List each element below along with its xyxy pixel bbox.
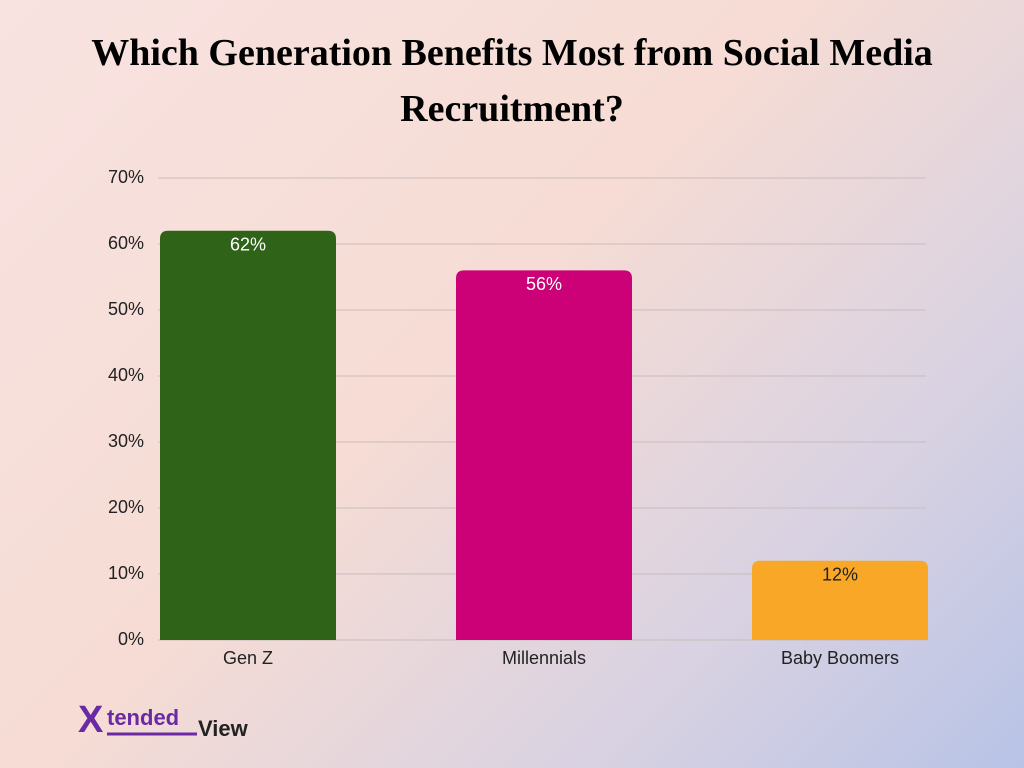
- chart-title: Which Generation Benefits Most from Soci…: [91, 32, 933, 130]
- x-tick-label: Baby Boomers: [781, 648, 899, 668]
- value-label: 56%: [526, 274, 562, 294]
- y-tick-label: 20%: [108, 497, 144, 517]
- x-tick-label: Gen Z: [223, 648, 273, 668]
- y-tick-label: 60%: [108, 233, 144, 253]
- x-tick-label: Millennials: [502, 648, 586, 668]
- y-tick-label: 30%: [108, 431, 144, 451]
- y-tick-label: 10%: [108, 563, 144, 583]
- value-label: 62%: [230, 235, 266, 255]
- y-tick-label: 40%: [108, 365, 144, 385]
- title: Which Generation Benefits Most from Soci…: [91, 32, 933, 130]
- logo-text: tended: [107, 705, 179, 730]
- bar: [160, 230, 336, 641]
- bar: [456, 270, 632, 640]
- bar: [752, 560, 928, 640]
- logo: X tended View: [78, 699, 249, 741]
- logo-text: View: [198, 716, 249, 741]
- value-label: 12%: [822, 565, 858, 585]
- y-tick-label: 70%: [108, 167, 144, 187]
- logo-mark: X: [78, 699, 104, 741]
- y-tick-label: 0%: [118, 629, 144, 649]
- y-tick-label: 50%: [108, 299, 144, 319]
